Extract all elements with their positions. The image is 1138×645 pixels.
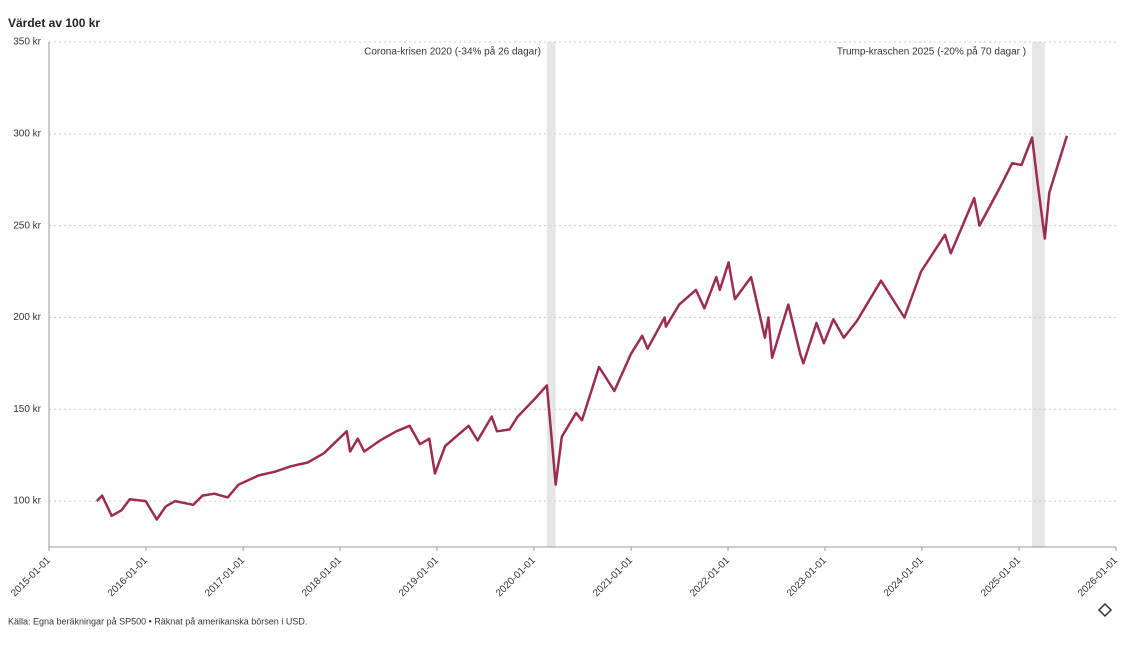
y-tick-label: 150 kr	[13, 404, 41, 415]
x-tick-label: 2026-01-01	[1076, 555, 1120, 599]
x-tick-label: 2019-01-01	[397, 555, 441, 599]
y-tick-label: 250 kr	[13, 220, 41, 231]
x-tick-label: 2017-01-01	[203, 555, 247, 599]
shaded-period	[546, 42, 556, 547]
x-tick-label: 2015-01-01	[9, 555, 53, 599]
x-tick-label: 2021-01-01	[591, 555, 635, 599]
x-tick-label: 2022-01-01	[688, 555, 732, 599]
x-tick-label: 2018-01-01	[300, 555, 344, 599]
chart-title: Värdet av 100 kr	[8, 16, 100, 30]
y-tick-label: 350 kr	[13, 37, 41, 48]
annotation: Trump-kraschen 2025 (-20% på 70 dagar )	[837, 46, 1026, 58]
annotation: Corona-krisen 2020 (-34% på 26 dagar)	[364, 46, 541, 58]
x-tick-label: 2020-01-01	[494, 555, 538, 599]
y-tick-label: 200 kr	[13, 312, 41, 323]
logo	[1097, 602, 1113, 618]
x-tick-label: 2025-01-01	[979, 555, 1023, 599]
x-tick-label: 2023-01-01	[785, 555, 829, 599]
source: Källa: Egna beräkningar på SP500 • Räkna…	[8, 616, 307, 626]
x-tick-label: 2016-01-01	[106, 555, 150, 599]
shaded-period	[1032, 42, 1045, 547]
line	[95, 135, 1069, 521]
y-tick-label: 100 kr	[13, 496, 41, 507]
x-tick-label: 2024-01-01	[882, 555, 926, 599]
y-tick-label: 300 kr	[13, 128, 41, 139]
